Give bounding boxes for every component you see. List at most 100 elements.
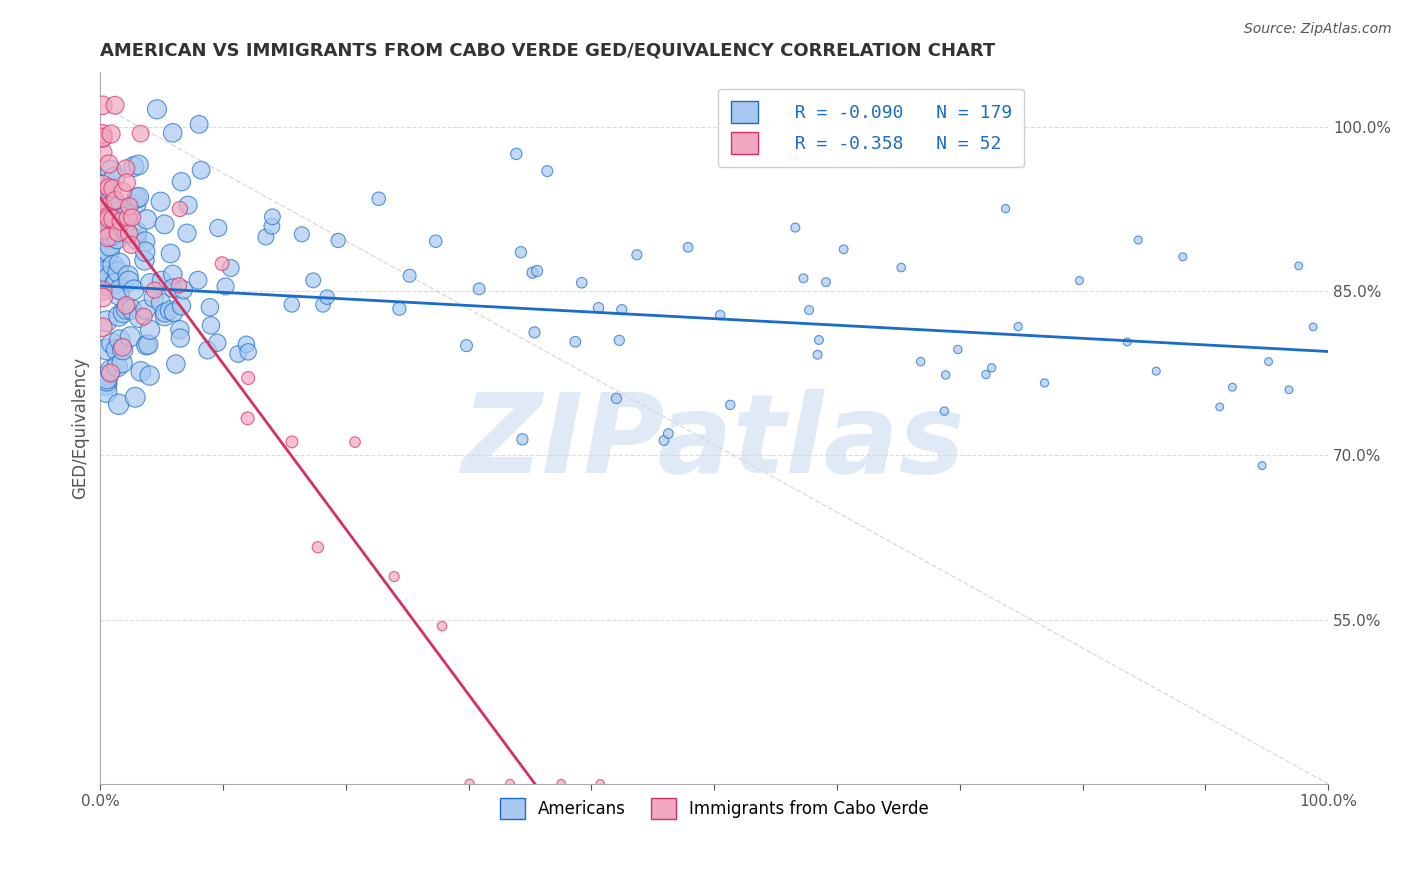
Point: [128, 310, 150, 325]
Point: [125, 197, 148, 211]
Point: [112, 305, 135, 319]
Point: [605, 392, 627, 406]
Point: [100, 228, 122, 243]
Point: [96, 314, 118, 328]
Point: [124, 390, 146, 404]
Point: [105, 343, 128, 357]
Point: [96, 250, 118, 264]
Point: [934, 404, 956, 418]
Point: [162, 126, 184, 140]
Point: [117, 226, 139, 240]
Point: [709, 308, 731, 322]
Point: [134, 235, 156, 249]
Point: [550, 777, 572, 791]
Point: [105, 359, 128, 374]
Point: [316, 290, 339, 304]
Point: [143, 283, 166, 297]
Point: [169, 202, 191, 216]
Point: [302, 273, 325, 287]
Point: [142, 291, 165, 305]
Point: [797, 303, 820, 318]
Point: [190, 163, 212, 178]
Point: [91, 178, 114, 192]
Point: [153, 306, 176, 320]
Point: [344, 435, 367, 450]
Point: [153, 218, 176, 232]
Point: [91, 127, 114, 141]
Point: [111, 340, 134, 354]
Point: [98, 269, 121, 284]
Point: [994, 202, 1017, 216]
Point: [149, 295, 172, 310]
Point: [96, 211, 118, 225]
Point: [910, 354, 932, 368]
Point: [114, 211, 136, 225]
Point: [187, 273, 209, 287]
Point: [1208, 400, 1230, 414]
Point: [91, 284, 114, 298]
Point: [107, 200, 129, 214]
Point: [139, 323, 162, 337]
Point: [91, 223, 114, 237]
Point: [571, 276, 593, 290]
Point: [207, 335, 229, 350]
Point: [96, 384, 118, 399]
Point: [134, 253, 156, 268]
Point: [458, 777, 481, 791]
Point: [657, 426, 679, 441]
Point: [101, 211, 124, 226]
Point: [214, 279, 236, 293]
Point: [97, 244, 120, 259]
Point: [108, 283, 131, 297]
Point: [200, 318, 222, 333]
Point: [526, 264, 548, 278]
Point: [974, 368, 997, 382]
Point: [138, 368, 160, 383]
Point: [100, 228, 122, 243]
Point: [107, 397, 129, 411]
Point: [100, 363, 122, 377]
Point: [312, 298, 335, 312]
Point: [132, 310, 155, 324]
Point: [382, 569, 405, 583]
Text: ZIPatlas: ZIPatlas: [463, 389, 966, 496]
Legend: Americans, Immigrants from Cabo Verde: Americans, Immigrants from Cabo Verde: [494, 791, 935, 825]
Point: [118, 199, 141, 213]
Point: [162, 305, 184, 319]
Point: [97, 211, 120, 226]
Point: [792, 271, 814, 285]
Point: [162, 281, 184, 295]
Point: [120, 238, 142, 252]
Point: [150, 274, 173, 288]
Point: [785, 220, 807, 235]
Point: [806, 348, 828, 362]
Point: [91, 98, 114, 112]
Point: [96, 343, 118, 357]
Point: [588, 301, 610, 315]
Point: [91, 320, 114, 334]
Point: [115, 302, 138, 317]
Point: [188, 117, 211, 131]
Point: [1302, 319, 1324, 334]
Point: [236, 411, 259, 425]
Point: [91, 200, 114, 214]
Point: [107, 226, 129, 240]
Point: [946, 343, 969, 357]
Point: [425, 234, 447, 248]
Point: [115, 176, 138, 190]
Point: [128, 190, 150, 204]
Point: [98, 196, 121, 211]
Point: [146, 103, 169, 117]
Point: [198, 300, 221, 314]
Point: [111, 343, 134, 357]
Point: [807, 333, 830, 347]
Point: [167, 278, 190, 293]
Point: [1171, 250, 1194, 264]
Point: [96, 377, 118, 392]
Point: [281, 434, 304, 449]
Point: [1069, 274, 1091, 288]
Point: [118, 274, 141, 288]
Point: [125, 225, 148, 239]
Point: [260, 219, 283, 234]
Point: [110, 214, 132, 228]
